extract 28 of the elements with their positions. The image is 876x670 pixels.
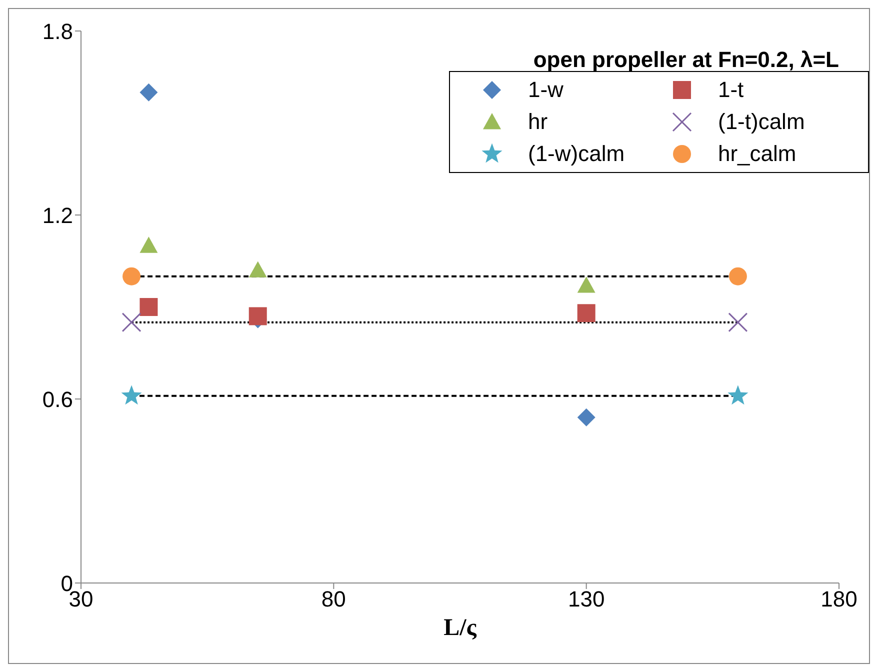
point [728, 385, 748, 405]
point [248, 261, 267, 278]
legend-label: (1-t)calm [718, 109, 805, 135]
point [140, 298, 158, 316]
legend-label: hr_calm [718, 141, 796, 167]
point [577, 304, 596, 322]
point [140, 236, 158, 253]
x-axis-title: L/ς [444, 615, 478, 641]
point [577, 276, 596, 293]
y-tick-label: 1.8 [42, 18, 73, 44]
legend-label: 1-w [528, 77, 564, 103]
legend-label: hr [528, 109, 548, 135]
x-tick-label: 180 [820, 586, 858, 612]
point [728, 312, 748, 332]
legend-label: (1-w)calm [528, 141, 625, 167]
legend-label: 1-t [718, 77, 744, 103]
point [728, 267, 747, 286]
x-tick-label: 80 [321, 586, 346, 612]
text: open propeller at Fn=0.2, λ=L [533, 47, 839, 73]
point [121, 385, 142, 405]
point [140, 83, 158, 102]
point [122, 312, 142, 332]
x-tick-label: 130 [568, 586, 605, 612]
y-tick-label: 1.2 [42, 202, 73, 228]
point [577, 408, 596, 426]
y-tick-label: 0.6 [42, 386, 73, 412]
point [122, 267, 141, 286]
point [248, 307, 267, 326]
